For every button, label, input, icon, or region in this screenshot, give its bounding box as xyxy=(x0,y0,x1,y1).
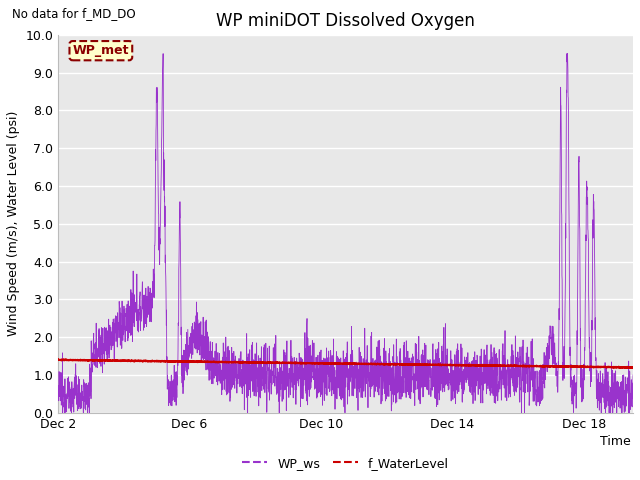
Legend: WP_ws, f_WaterLevel: WP_ws, f_WaterLevel xyxy=(237,452,454,475)
Text: WP_met: WP_met xyxy=(72,44,129,57)
Title: WP miniDOT Dissolved Oxygen: WP miniDOT Dissolved Oxygen xyxy=(216,12,475,30)
X-axis label: Time: Time xyxy=(600,435,631,448)
Y-axis label: Wind Speed (m/s), Water Level (psi): Wind Speed (m/s), Water Level (psi) xyxy=(7,111,20,336)
Text: No data for f_MD_DO: No data for f_MD_DO xyxy=(12,7,136,20)
